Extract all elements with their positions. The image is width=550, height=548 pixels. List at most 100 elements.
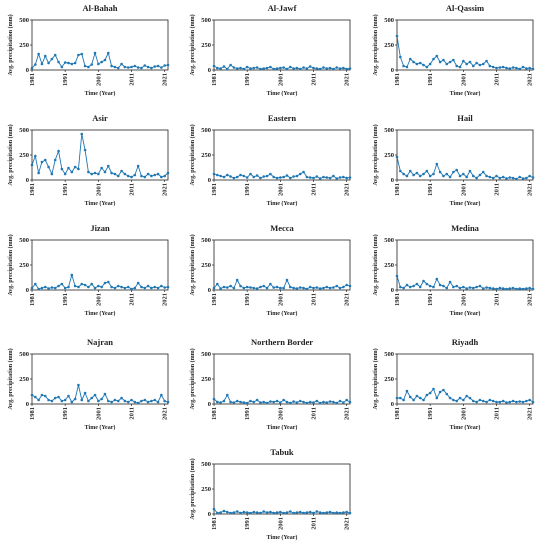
x-tick-label: 2011: [494, 293, 501, 306]
data-point: [528, 66, 531, 70]
panel-title: Jizan: [90, 223, 110, 233]
y-axis-label: Avg. precipitation (mm): [372, 124, 379, 185]
data-point: [97, 172, 100, 176]
y-tick-label: 250: [384, 152, 394, 159]
x-tick-label: 1981: [211, 293, 218, 306]
data-point: [77, 167, 80, 171]
x-axis-label: Time (Year): [450, 90, 481, 97]
x-axis-label: Time (Year): [85, 200, 116, 207]
data-point: [113, 172, 117, 176]
data-point: [225, 286, 229, 289]
data-point: [412, 398, 415, 402]
x-tick-label: 2011: [129, 183, 136, 196]
data-point: [525, 67, 528, 70]
panel-title: Northern Border: [251, 337, 313, 347]
data-point: [87, 399, 90, 403]
x-tick-label: 1981: [394, 73, 401, 86]
data-point: [212, 397, 216, 401]
data-point: [143, 64, 147, 67]
data-point: [399, 285, 402, 289]
x-tick-label: 1981: [29, 183, 36, 196]
data-point: [328, 510, 332, 514]
data-point: [43, 394, 47, 398]
data-point: [222, 175, 226, 179]
data-point: [525, 399, 528, 403]
x-tick-label: 1981: [394, 293, 401, 306]
data-point: [452, 285, 455, 289]
y-axis-label: Avg. precipitation (mm): [7, 348, 14, 409]
x-tick-label: 2021: [527, 73, 534, 86]
data-point: [518, 175, 522, 179]
data-point: [232, 511, 236, 514]
data-point: [100, 60, 103, 64]
x-tick-label: 2001: [460, 407, 467, 420]
data-point: [418, 61, 422, 65]
data-point: [259, 285, 262, 289]
data-point: [116, 174, 120, 178]
data-point: [100, 397, 103, 401]
data-point: [123, 65, 127, 69]
data-point: [262, 400, 266, 404]
y-tick-label: 0: [26, 177, 29, 184]
data-point: [288, 65, 292, 69]
data-point: [292, 286, 295, 290]
data-point: [43, 54, 47, 58]
x-tick-label: 2011: [129, 407, 136, 420]
data-point: [325, 176, 329, 179]
panel-al-jawf: Al-Jawf 0 250 500 1981 1991 2001 2011 2021 Time (…: [189, 3, 352, 97]
data-point: [53, 158, 57, 162]
data-point: [235, 399, 239, 403]
x-tick-label: 1981: [29, 293, 36, 306]
data-point: [67, 166, 70, 170]
panel-tabuk: Tabuk 0 250 500 1981 1991 2001 2011 2021 Time (Ye…: [189, 447, 352, 541]
panel-najran: Najran 0 250 500 1981 1991 2001 2011 2021 Time (Y…: [7, 337, 170, 431]
data-point: [50, 286, 54, 289]
data-point: [322, 286, 325, 290]
data-point: [302, 400, 305, 404]
x-tick-label: 1991: [62, 73, 69, 86]
x-tick-label: 2001: [277, 517, 284, 530]
x-tick-label: 1991: [427, 407, 434, 420]
data-point: [83, 148, 87, 152]
data-point: [312, 66, 315, 70]
data-point: [47, 165, 50, 169]
data-point: [295, 401, 299, 404]
data-point: [318, 287, 322, 290]
data-point: [462, 172, 465, 176]
data-point: [338, 399, 342, 403]
data-point: [269, 510, 272, 514]
data-point: [468, 60, 472, 64]
x-tick-label: 1981: [394, 183, 401, 196]
data-point: [153, 65, 157, 68]
data-point: [488, 175, 492, 179]
data-point: [120, 169, 123, 173]
data-point: [106, 164, 110, 168]
data-point: [335, 284, 339, 288]
data-point: [43, 285, 47, 289]
data-point: [455, 168, 459, 172]
data-point: [318, 401, 322, 405]
data-point: [285, 400, 289, 404]
data-point: [302, 511, 305, 515]
data-point: [57, 395, 60, 399]
data-point: [348, 176, 352, 179]
data-point: [402, 64, 405, 68]
data-point: [219, 67, 222, 70]
x-tick-label: 2021: [344, 293, 351, 306]
panel-title: Hail: [457, 113, 473, 123]
x-tick-label: 2011: [311, 293, 318, 306]
data-point: [302, 286, 305, 290]
data-point: [272, 286, 276, 289]
data-point: [245, 285, 249, 289]
data-point: [106, 280, 110, 284]
data-point: [249, 172, 252, 176]
data-point: [265, 286, 269, 290]
data-point: [255, 511, 259, 514]
panel-title: Eastern: [268, 113, 297, 123]
y-axis-label: Avg. precipitation (mm): [189, 234, 196, 295]
data-point: [130, 398, 133, 402]
y-tick-label: 500: [201, 17, 211, 24]
data-point: [252, 400, 256, 404]
data-point: [166, 63, 170, 67]
data-point: [265, 66, 269, 70]
